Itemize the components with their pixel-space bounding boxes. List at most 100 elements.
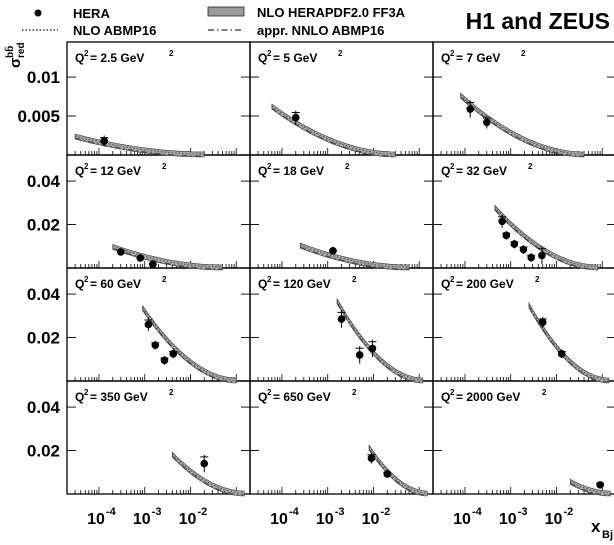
y-tick-label: 0.005: [17, 107, 60, 126]
nnlo-abmp16-curve: [336, 302, 423, 383]
panel-q2-label-exponent: 2: [450, 275, 455, 284]
x-axis-label-subscript: Bj: [602, 529, 613, 541]
panel-q2-650: Q 2 = 650 GeV 2: [258, 388, 428, 497]
nnlo-abmp16-curve: [528, 306, 609, 383]
panel-q2-value: = 5 GeV: [273, 51, 317, 65]
nlo-abmp16-curve: [569, 480, 611, 494]
y-tick-label: 0.02: [27, 442, 60, 461]
y-axis-label-base: σ: [7, 58, 24, 68]
data-point: [355, 351, 364, 359]
panel-q2-12: Q 2 = 12 GeV 2: [75, 162, 223, 271]
herapdf-band: [460, 92, 585, 158]
nlo-abmp16-curve: [368, 446, 428, 494]
nnlo-abmp16-curve: [460, 96, 585, 157]
panel-q2-label: Q: [75, 164, 84, 178]
x-axis-label-base: x: [591, 517, 601, 536]
data-point: [117, 248, 125, 256]
panel-q2-2p5: Q 2 = 2.5 GeV 2: [74, 49, 205, 158]
panel-q2-label: Q: [75, 390, 84, 404]
x-tick-label-exponent: -3: [335, 506, 345, 518]
panel-q2-350: Q 2 = 350 GeV 2: [75, 388, 245, 497]
panel-q2-value: = 7 GeV: [456, 51, 500, 65]
nnlo-abmp16-curve: [142, 309, 237, 383]
data-point: [557, 350, 566, 358]
x-tick-label: 10: [362, 511, 380, 528]
panel-q2-unit-exponent: 2: [535, 275, 540, 284]
x-tick-label-exponent: -4: [289, 506, 300, 518]
data-point: [538, 251, 546, 260]
panel-q2-120: Q 2 = 120 GeV 2: [258, 275, 424, 384]
panel-q2-label-exponent: 2: [267, 162, 272, 171]
herapdf-band: [112, 243, 223, 271]
panel-q2-2000: Q 2 = 2000 GeV 2: [441, 388, 611, 497]
data-point: [527, 253, 535, 262]
panel-q2-label: Q: [258, 390, 267, 404]
x-tick-label: 10: [179, 511, 197, 528]
data-point: [136, 254, 145, 262]
nlo-abmp16-curve: [336, 300, 423, 381]
panel-q2-label-exponent: 2: [450, 49, 455, 58]
herapdf-band: [299, 242, 410, 271]
x-tick-label-exponent: -2: [563, 506, 573, 518]
panel-q2-label-exponent: 2: [267, 388, 272, 397]
panel-q2-unit-exponent: 2: [162, 275, 167, 284]
y-tick-label: 0.04: [27, 172, 61, 191]
data-point: [466, 105, 474, 113]
data-point: [148, 260, 157, 269]
y-tick-label: 0.02: [27, 329, 60, 348]
panel-q2-unit-exponent: 2: [345, 162, 350, 171]
chart-title: H1 and ZEUS: [466, 8, 610, 34]
data-point: [291, 113, 300, 122]
panel-q2-value: = 32 GeV: [456, 164, 507, 178]
panel-q2-label-exponent: 2: [267, 275, 272, 284]
data-point: [160, 356, 169, 365]
panel-q2-18: Q 2 = 18 GeV 2: [258, 162, 410, 271]
legend-label-herapdf: NLO HERAPDF2.0 FF3A: [257, 5, 406, 20]
data-point: [596, 481, 604, 489]
nnlo-abmp16-curve: [300, 246, 410, 270]
nnlo-abmp16-curve: [271, 107, 396, 157]
y-tick-label: 0.01: [27, 68, 60, 87]
herapdf-band: [74, 133, 205, 158]
legend: HERA NLO ABMP16 NLO HERAPDF2.0 FF3A appr…: [22, 5, 406, 38]
x-tick-label: 10: [133, 511, 151, 528]
panel-q2-unit-exponent: 2: [528, 162, 533, 171]
data-point: [100, 137, 108, 145]
panel-q2-unit-exponent: 2: [169, 49, 174, 58]
nlo-abmp16-curve: [74, 135, 205, 155]
panel-q2-label: Q: [441, 51, 450, 65]
panel-q2-value: = 120 GeV: [273, 277, 331, 291]
data-point: [329, 247, 337, 255]
herapdf-band: [368, 444, 428, 497]
nlo-abmp16-curve: [142, 307, 237, 381]
nlo-abmp16-curve: [528, 304, 609, 381]
x-axis-label: x Bj: [591, 517, 613, 541]
panel-q2-unit-exponent: 2: [338, 49, 343, 58]
panel-q2-label: Q: [441, 390, 450, 404]
data-point: [144, 320, 153, 329]
herapdf-band: [271, 103, 396, 158]
panel-q2-60: Q 2 = 60 GeV 2: [75, 275, 237, 384]
panel-q2-label-exponent: 2: [450, 162, 455, 171]
nnlo-abmp16-curve: [494, 208, 598, 270]
nlo-abmp16-curve: [112, 245, 223, 268]
panel-q2-label: Q: [258, 51, 267, 65]
panel-q2-value: = 200 GeV: [456, 277, 514, 291]
x-tick-label: 10: [545, 511, 563, 528]
panel-q2-value: = 2.5 GeV: [90, 51, 144, 65]
panel-q2-value: = 12 GeV: [90, 164, 141, 178]
data-point: [519, 245, 528, 254]
x-tick-label-exponent: -3: [152, 506, 162, 518]
panel-q2-label: Q: [441, 164, 450, 178]
legend-label-nlo-abmp16: NLO ABMP16: [73, 23, 156, 38]
herapdf-band: [494, 204, 599, 271]
x-tick-label: 10: [87, 511, 105, 528]
data-point: [483, 118, 491, 127]
panel-q2-value: = 60 GeV: [90, 277, 141, 291]
panel-q2-label: Q: [75, 277, 84, 291]
herapdf-band: [142, 304, 237, 384]
y-tick-label: 0.04: [27, 285, 61, 304]
panel-q2-label-exponent: 2: [84, 49, 89, 58]
legend-marker-herapdf-band: [207, 6, 245, 17]
